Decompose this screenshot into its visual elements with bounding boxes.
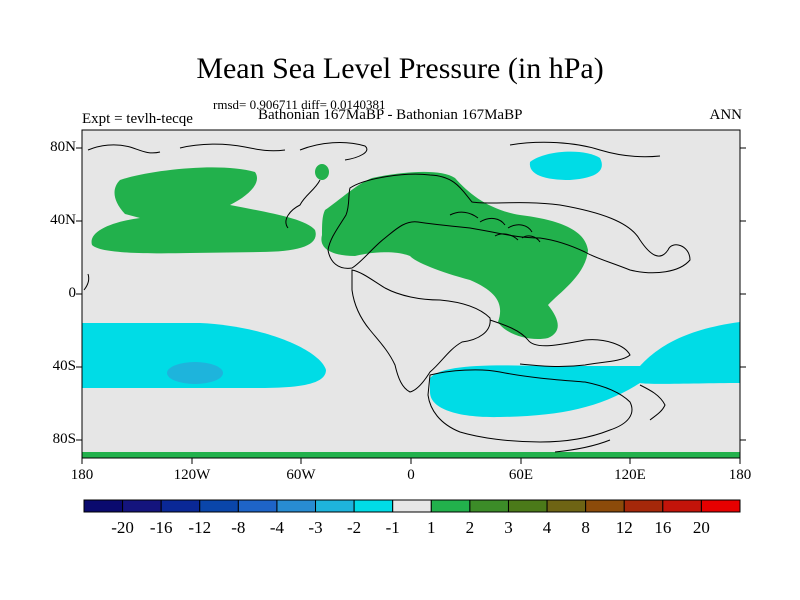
south-pacific-low-region <box>82 323 326 388</box>
period-label: Bathonian 167MaBP - Bathonian 167MaBP <box>258 107 523 123</box>
colorbar-label: 1 <box>427 518 436 537</box>
southern-ocean-low-region <box>430 322 740 418</box>
colorbar-box <box>160 499 201 513</box>
colorbar-label: 8 <box>581 518 590 537</box>
plot-title: Mean Sea Level Pressure (in hPa) <box>196 52 604 85</box>
lon-label-60w: 60W <box>286 467 316 483</box>
colorbar-label: -8 <box>231 518 246 537</box>
colorbar-box <box>430 499 471 513</box>
colorbar-label: 20 <box>692 518 710 537</box>
season-label: ANN <box>709 107 743 123</box>
colorbar-label: -2 <box>347 518 362 537</box>
colorbar-box <box>662 499 702 513</box>
colorbar-label: 16 <box>654 518 672 537</box>
coastlines <box>83 141 691 453</box>
north-pacific-high-region <box>91 167 316 254</box>
greenland-positive-patch <box>315 164 329 180</box>
lat-label-0: 0 <box>68 285 77 301</box>
colorbar-label: 4 <box>542 518 552 537</box>
tick-marks <box>76 147 746 464</box>
antarctic-strip <box>82 452 740 458</box>
lon-label-120w: 120W <box>173 467 211 483</box>
colorbar-box <box>199 499 239 513</box>
lon-label-60e: 60E <box>508 467 534 483</box>
colorbar-box <box>392 499 432 513</box>
colorbar-box <box>83 499 124 513</box>
colorbar-box <box>469 499 509 513</box>
north-atlantic-high-region <box>321 171 588 340</box>
colorbar-box <box>546 499 587 513</box>
arctic-low-region <box>529 151 602 180</box>
colorbar-box <box>353 499 394 513</box>
colorbar-box <box>623 499 664 513</box>
lat-label-40s: 40S <box>52 358 76 374</box>
lon-label-0: 0 <box>407 467 415 483</box>
colorbar-label: -16 <box>149 518 173 537</box>
colorbar-box <box>585 499 625 513</box>
south-pacific-low-core <box>167 362 223 384</box>
colorbar-box <box>237 499 278 513</box>
lat-label-80s: 80S <box>52 431 76 447</box>
colorbar-box <box>122 499 162 513</box>
lat-label-80n: 80N <box>50 139 76 155</box>
colorbar-label: -4 <box>269 518 285 537</box>
colorbar-box <box>700 499 741 513</box>
stats-text: rmsd= 0.906711 diff= 0.0140381 <box>213 97 386 112</box>
lat-label-40n: 40N <box>50 212 76 228</box>
colorbar-box <box>315 499 355 513</box>
colorbar-label: 2 <box>465 518 475 537</box>
colorbar-label: -12 <box>188 518 212 537</box>
colorbar <box>83 499 741 513</box>
lon-label-180w: 180 <box>70 467 94 483</box>
experiment-label: Expt = tevlh-tecqe <box>82 111 193 127</box>
lon-label-180e: 180 <box>728 467 752 483</box>
colorbar-label: 12 <box>615 518 633 537</box>
colorbar-label: -20 <box>111 518 134 537</box>
lon-label-120e: 120E <box>614 467 646 483</box>
colorbar-label: 3 <box>504 518 513 537</box>
colorbar-box <box>507 499 548 513</box>
colorbar-label: -3 <box>308 518 323 537</box>
colorbar-box <box>276 499 317 513</box>
colorbar-label: -1 <box>385 518 400 537</box>
